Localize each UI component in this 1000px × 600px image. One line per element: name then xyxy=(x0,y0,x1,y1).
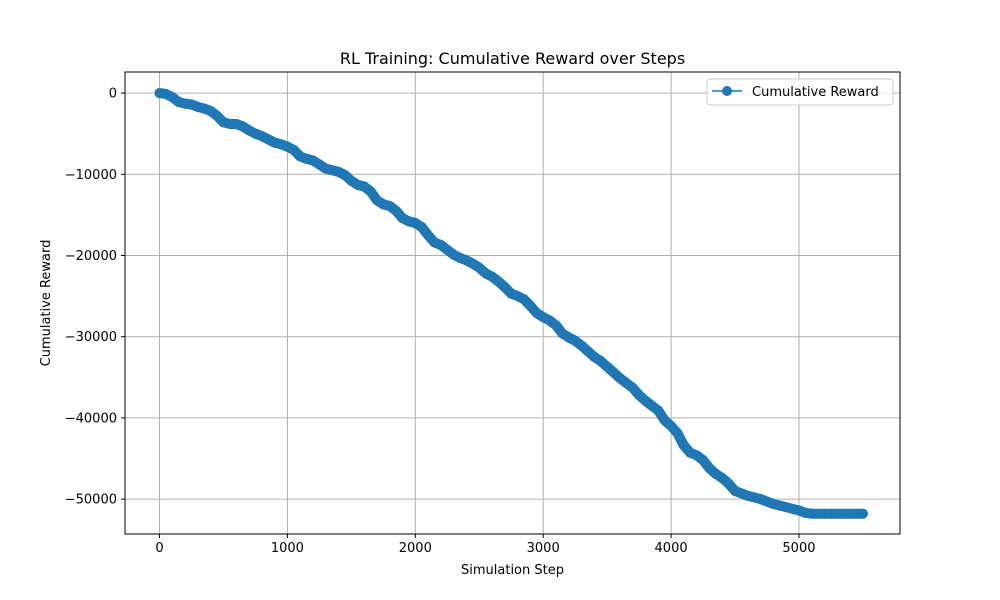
chart-title: RL Training: Cumulative Reward over Step… xyxy=(340,49,685,68)
x-tick-label: 2000 xyxy=(399,541,432,556)
x-tick-label: 3000 xyxy=(527,541,560,556)
plot-frame xyxy=(124,71,901,535)
data-point xyxy=(525,300,536,311)
series-layer xyxy=(154,88,868,519)
y-tick-label: −20000 xyxy=(65,249,117,264)
y-tick-label: −50000 xyxy=(65,493,117,508)
y-axis: 0 −10000 −20000 −30000 −40000 −50000 xyxy=(65,87,125,508)
data-point xyxy=(288,144,299,155)
data-point xyxy=(423,230,434,241)
data-point xyxy=(474,262,485,273)
y-tick-label: −40000 xyxy=(65,411,117,426)
data-point xyxy=(723,478,734,489)
legend: Cumulative Reward xyxy=(706,78,894,106)
legend-marker xyxy=(722,86,732,96)
data-point xyxy=(698,455,709,466)
data-point xyxy=(595,356,606,367)
data-point xyxy=(678,440,689,451)
data-point xyxy=(704,463,715,474)
x-tick-label: 0 xyxy=(155,541,163,556)
data-point xyxy=(493,276,504,287)
data-point xyxy=(653,405,664,416)
data-point xyxy=(519,294,530,305)
data-point xyxy=(608,367,619,378)
data-point xyxy=(634,390,645,401)
data-point xyxy=(672,428,683,439)
data-point xyxy=(339,170,350,181)
x-tick-label: 5000 xyxy=(782,541,815,556)
x-axis: 0 1000 2000 3000 4000 5000 xyxy=(155,534,816,556)
x-tick-label: 4000 xyxy=(655,541,688,556)
data-point xyxy=(365,186,376,197)
data-point xyxy=(391,205,402,216)
data-point xyxy=(602,361,613,372)
data-point xyxy=(550,320,561,331)
y-tick-label: 0 xyxy=(109,87,117,102)
data-point xyxy=(659,415,670,426)
data-point xyxy=(717,472,728,483)
legend-label: Cumulative Reward xyxy=(752,85,879,100)
data-point xyxy=(416,222,427,233)
data-point xyxy=(576,340,587,351)
data-point xyxy=(627,382,638,393)
y-tick-label: −10000 xyxy=(65,168,117,183)
data-point xyxy=(212,110,223,121)
data-point xyxy=(857,508,868,519)
legend-box xyxy=(706,78,894,106)
data-point xyxy=(582,346,593,357)
data-point xyxy=(666,421,677,432)
data-point xyxy=(499,282,510,293)
x-axis-label: Simulation Step xyxy=(461,563,564,578)
x-tick-label: 1000 xyxy=(271,541,304,556)
y-axis-label: Cumulative Reward xyxy=(39,240,54,367)
y-tick-label: −30000 xyxy=(65,330,117,345)
